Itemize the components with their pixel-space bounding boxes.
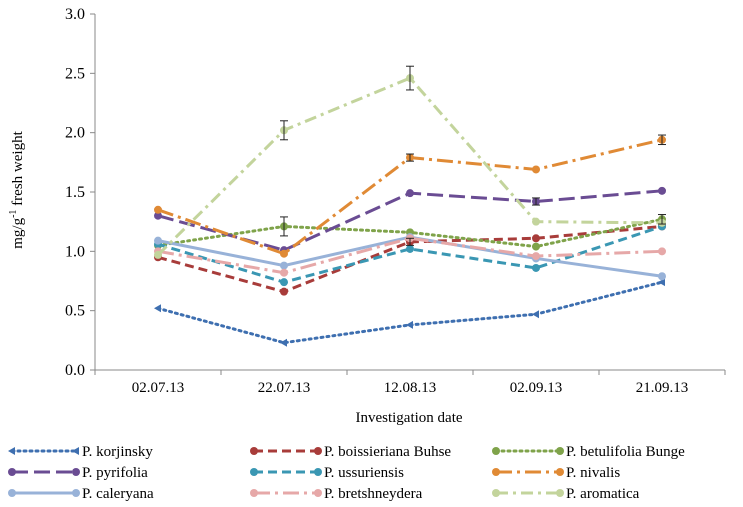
- error-bars: [280, 65, 666, 246]
- legend-item: P. caleryana: [8, 486, 154, 502]
- series-line: [157, 224, 663, 284]
- x-tick-label: 02.09.13: [510, 380, 563, 396]
- error-bar: [280, 120, 288, 141]
- legend-marker-left: [492, 468, 500, 476]
- legend-item: P. betulifolia Bunge: [492, 444, 685, 460]
- legend: P. korjinsky P. boissieriana Buhse P. betu…: [8, 444, 685, 502]
- legend-label: P. pyrifolia: [82, 465, 148, 481]
- legend-marker-right: [556, 447, 564, 455]
- y-tick-label: 1.5: [65, 184, 85, 201]
- error-bar: [658, 134, 666, 146]
- x-axis-ticks: 02.07.13 22.07.13 12.08.13 02.09.13 21.09.13: [94, 370, 726, 396]
- data-point: [658, 272, 666, 281]
- data-point: [154, 304, 161, 313]
- data-point: [532, 242, 540, 251]
- error-bar: [532, 197, 540, 206]
- data-point: [658, 186, 666, 195]
- legend-label: P. bretshneydera: [324, 486, 423, 502]
- legend-label: P. ussuriensis: [324, 465, 404, 481]
- x-tick-label: 21.09.13: [636, 380, 689, 396]
- y-tick-label: 2.0: [65, 125, 85, 142]
- error-bar: [406, 65, 414, 91]
- data-point: [154, 211, 162, 220]
- data-point: [406, 244, 414, 253]
- legend-item: P. pyrifolia: [8, 465, 148, 481]
- legend-marker-right: [556, 489, 564, 497]
- legend-marker-left: [8, 489, 16, 497]
- data-point: [532, 252, 540, 261]
- legend-marker-left: [492, 489, 500, 497]
- data-point: [658, 247, 666, 256]
- legend-item: P. korjinsky: [8, 444, 153, 460]
- series-0: [154, 278, 665, 347]
- x-tick-label: 02.07.13: [132, 380, 185, 396]
- legend-marker-right: [72, 489, 80, 497]
- legend-marker-right: [72, 468, 80, 476]
- legend-marker-right: [72, 447, 79, 455]
- series-line: [156, 280, 664, 345]
- legend-item: P. bretshneydera: [250, 486, 423, 502]
- legend-marker-left: [250, 468, 258, 476]
- legend-marker-left: [8, 447, 15, 455]
- legend-label: P. nivalis: [566, 465, 620, 481]
- y-tick-label: 0.5: [65, 303, 85, 320]
- data-point: [154, 236, 162, 245]
- legend-marker-left: [250, 447, 258, 455]
- data-point: [280, 338, 287, 347]
- x-tick-label: 12.08.13: [384, 380, 437, 396]
- legend-marker-left: [492, 447, 500, 455]
- series-2: [154, 215, 666, 251]
- error-bar: [406, 237, 414, 246]
- error-bar: [280, 216, 288, 237]
- data-point: [154, 205, 162, 214]
- chart-series: [154, 74, 666, 347]
- y-axis-title: mg/g-1 fresh weight: [8, 130, 26, 248]
- data-point: [280, 249, 288, 258]
- legend-marker-right: [314, 468, 322, 476]
- legend-marker-right: [556, 468, 564, 476]
- legend-label: P. caleryana: [82, 486, 154, 502]
- x-tick-label: 22.07.13: [258, 380, 311, 396]
- data-point: [280, 261, 288, 270]
- legend-label: P. aromatica: [566, 486, 640, 502]
- legend-item: P. boissieriana Buhse: [250, 444, 451, 460]
- data-point: [532, 263, 540, 272]
- data-point: [532, 165, 540, 174]
- data-point: [280, 268, 288, 277]
- legend-label: P. korjinsky: [82, 444, 153, 460]
- error-bar: [658, 214, 666, 225]
- data-point: [658, 278, 665, 287]
- legend-item: P. nivalis: [492, 465, 620, 481]
- legend-label: P. betulifolia Bunge: [566, 444, 685, 460]
- y-axis-ticks: 0.0 0.5 1.0 1.5 2.0 2.5 3.0: [65, 6, 95, 379]
- y-tick-label: 1.0: [65, 243, 85, 260]
- legend-marker-left: [8, 468, 16, 476]
- data-point: [280, 278, 288, 287]
- y-tick-label: 2.5: [65, 65, 85, 82]
- legend-item: P. ussuriensis: [250, 465, 404, 481]
- legend-item: P. aromatica: [492, 486, 640, 502]
- data-point: [532, 310, 539, 319]
- legend-marker-right: [314, 489, 322, 497]
- legend-marker-left: [250, 489, 258, 497]
- data-point: [406, 189, 414, 198]
- data-point: [406, 320, 413, 329]
- data-point: [532, 217, 540, 226]
- y-tick-label: 0.0: [65, 362, 85, 379]
- data-point: [280, 287, 288, 296]
- data-point: [532, 234, 540, 243]
- error-bar: [406, 153, 414, 162]
- legend-label: P. boissieriana Buhse: [324, 444, 451, 460]
- legend-marker-right: [314, 447, 322, 455]
- y-tick-label: 3.0: [65, 6, 85, 23]
- data-point: [154, 250, 162, 259]
- series-line: [157, 236, 663, 275]
- series-line: [156, 76, 663, 256]
- x-axis-title: Investigation date: [355, 410, 462, 426]
